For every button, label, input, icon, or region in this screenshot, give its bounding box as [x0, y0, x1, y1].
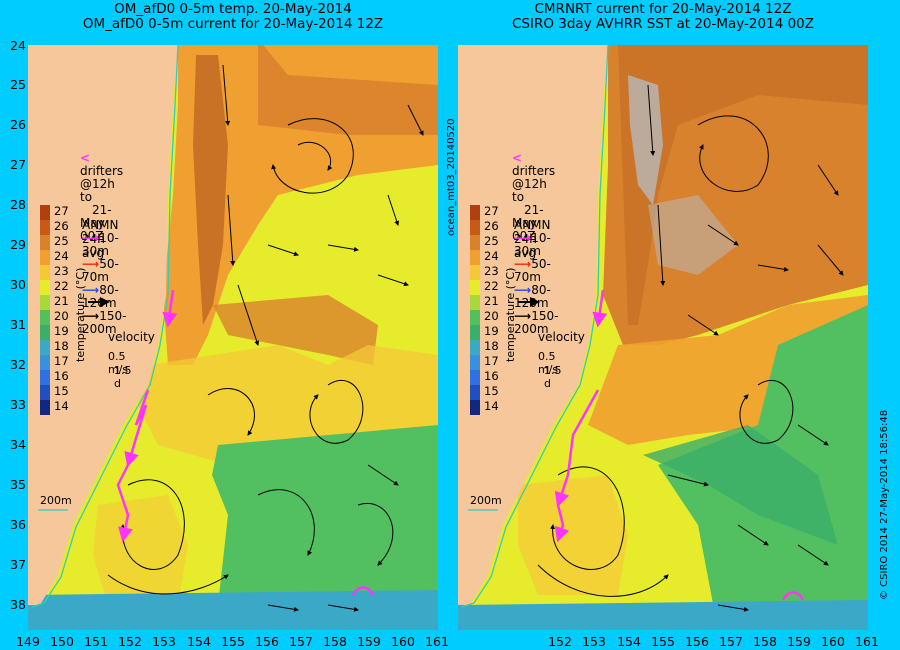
anmn-title-right: ANMN 24h avg	[514, 218, 551, 260]
drifter-icon-right: <	[512, 151, 523, 165]
velocity-scale-right: 0.5 m/s	[538, 350, 559, 376]
colorbar-ticks: 27 26 25 24 23 22 21 20 19 18 17 16 15 14	[54, 204, 69, 413]
velocity-scale: 0.5 m/s	[108, 350, 129, 376]
colorbar-label-right: temperature (°C)	[504, 267, 517, 362]
velocity-days-right: 1.5 d	[544, 364, 562, 390]
model-sst-map	[28, 45, 438, 630]
anmn-items: ⟶10-30m ⟶50-70m ⟶80-120m ⟶150-200m	[82, 232, 126, 336]
isobath-label: 200m	[40, 494, 72, 507]
anmn-title: ANMN 24h avg	[82, 218, 119, 260]
anmn-item-150-200m: ⟶150-200m	[82, 309, 127, 336]
velocity-title-right: velocity	[538, 330, 585, 344]
drifters-line2: 21-May 00Z	[80, 203, 112, 243]
left-title-line1: OM_afD0 0-5m temp. 20-May-2014	[114, 1, 352, 17]
observed-sst-map	[458, 45, 868, 630]
right-panel-title: CMRNRT current for 20-May-2014 12Z CSIRO…	[458, 2, 868, 32]
model-sst-svg	[28, 45, 438, 630]
left-panel-title: OM_afD0 0-5m temp. 20-May-2014 OM_afD0 0…	[28, 2, 438, 32]
drifters-line1: drifters @12h to	[80, 164, 124, 204]
drifter-icon: <	[80, 151, 91, 165]
isobath-label-right: 200m	[470, 494, 502, 507]
anmn-items-right: ⟶10-30m ⟶50-70m ⟶80-120m ⟶150-200m	[514, 231, 559, 336]
observed-sst-svg	[458, 45, 868, 630]
anmn-item-10-30m: ⟶10-30m	[82, 231, 119, 258]
right-title-line2: CSIRO 3day AVHRR SST at 20-May-2014 00Z	[512, 16, 814, 32]
colorbar-label: temperature (°C)	[74, 267, 87, 362]
anmn-item-50-70m: ⟶50-70m	[82, 257, 119, 284]
velocity-days: 1.5 d	[114, 364, 132, 390]
colorbar-right	[470, 205, 480, 415]
copyright-timestamp: © CSIRO 2014 27-May-2014 18:56:48	[879, 409, 890, 600]
model-run-id: ocean_mt03_20140520	[446, 118, 457, 236]
anmn-item-80-120m: ⟶80-120m	[82, 283, 119, 310]
colorbar-ticks-right: 27 26 25 24 23 22 21 20 19 18 17 16 15 14	[484, 204, 499, 413]
left-title-line2: OM_afD0 0-5m current for 20-May-2014 12Z	[82, 16, 384, 32]
drifters-note-right: < drifters @12h to 21-May 00Z	[512, 151, 556, 243]
velocity-title: velocity	[108, 330, 155, 344]
colorbar	[40, 205, 50, 415]
drifters-note: < drifters @12h to 21-May 00Z	[80, 152, 123, 243]
right-title-line1: CMRNRT current for 20-May-2014 12Z	[534, 1, 792, 17]
